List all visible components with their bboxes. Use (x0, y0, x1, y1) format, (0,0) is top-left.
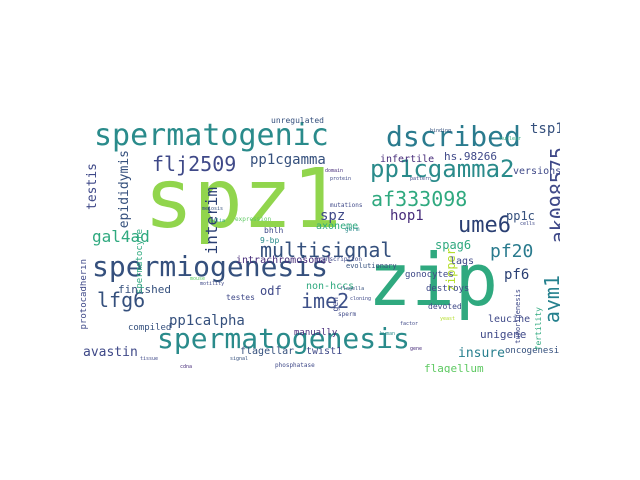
cloud-word: zip (368, 238, 499, 322)
cloud-word: spag6 (435, 238, 472, 252)
cloud-word: ak098575 (546, 147, 560, 244)
cloud-word: mouse (190, 276, 206, 282)
cloud-word: leucine (488, 314, 531, 325)
cloud-word: devoted (428, 302, 462, 311)
cloud-word: 9-bp (260, 236, 280, 245)
cloud-word: expression (235, 216, 272, 223)
cloud-word: flagellar (240, 346, 295, 357)
cloud-word: odf (260, 284, 282, 298)
cloud-word: pp1cgamma2 (370, 155, 515, 183)
cloud-word: multisignal (260, 238, 393, 262)
cloud-word: human (380, 331, 396, 337)
cloud-word: gal4ad (92, 227, 150, 246)
cloud-word: signal (230, 356, 249, 362)
cloud-word: sperm (338, 311, 357, 318)
cloud-word: cdna (180, 364, 193, 370)
cloud-word: pf20 (490, 241, 534, 262)
cloud-word: tsp1 (530, 121, 560, 137)
cloud-word: compiled (128, 323, 172, 333)
cloud-word: pp1c (506, 209, 535, 223)
cloud-word: meiosis (202, 206, 224, 212)
cloud-word: transcription (315, 256, 362, 263)
cloud-word: lfg6 (97, 288, 146, 312)
cloud-word: testes (226, 293, 255, 302)
cloud-word: gen (331, 297, 340, 312)
cloud-word: dscribed (386, 120, 521, 153)
cloud-word: insure (458, 346, 505, 361)
cloud-word: nuclear (500, 136, 522, 142)
cloud-word: testis (85, 163, 100, 210)
cloud-word: finished (118, 283, 171, 296)
cloud-word: pattern (410, 176, 432, 182)
cloud-word: hop1 (390, 208, 424, 224)
cloud-word: spz1 (144, 152, 342, 247)
cloud-word: lags (450, 256, 475, 267)
cloud-word: factor (400, 321, 419, 327)
cloud-word: fertility (534, 307, 543, 351)
cloud-word: infertile (380, 154, 435, 165)
cloud-word: intrachromosomal (236, 255, 333, 266)
cloud-word: tissue (140, 356, 159, 362)
word-cloud: spz1 zip spermatogenic dscribed spermiogenes… (80, 107, 560, 373)
cloud-word: protocadherin (80, 259, 89, 330)
cloud-word: evolutionary (346, 262, 397, 270)
cloud-word: spz (320, 208, 346, 224)
cloud-word: flagellum (424, 362, 484, 373)
cloud-word: hs.98266 (444, 150, 497, 163)
cloud-word: avastin (83, 345, 138, 360)
cloud-word: ume6 (458, 213, 511, 238)
cloud-word: manually (294, 328, 338, 338)
cloud-word: spermatogenic (94, 118, 329, 153)
cloud-word: af333098 (371, 187, 468, 211)
cloud-word: oncogenesis (505, 346, 560, 356)
cloud-word: ime2 (301, 289, 350, 313)
cloud-word: axoneme (316, 221, 359, 232)
cloud-word: non-hccs (306, 281, 355, 292)
cloud-word: bhlh (264, 226, 284, 235)
cloud-word: tumorigenesis (514, 289, 522, 344)
cloud-word: protein (330, 176, 352, 182)
cloud-word: binding (430, 128, 452, 134)
cloud-word: cilia (210, 218, 226, 224)
cloud-word: gonocytes (405, 270, 454, 280)
cloud-word: spermatocyte (135, 229, 145, 295)
cloud-word: domain (325, 168, 344, 174)
cloud-word: flagella (340, 286, 365, 292)
cloud-word: epididymis (117, 150, 132, 229)
cloud-word: destroys (426, 284, 470, 294)
cloud-word: twist1 (306, 346, 343, 357)
cloud-word: yeast (440, 316, 456, 322)
cloud-word: germ (345, 226, 360, 233)
cloud-word: motility (200, 281, 225, 287)
cloud-word: pp1cgamma (250, 152, 326, 168)
cloud-word: cloning (350, 296, 372, 302)
cloud-word: versions (513, 166, 560, 177)
cloud-word: pp1calpha (169, 313, 245, 329)
cloud-word: spermiogenesis (92, 250, 329, 283)
cloud-word: cells (520, 221, 536, 227)
cloud-word: gene (410, 346, 423, 352)
cloud-word: pf6 (504, 267, 530, 283)
cloud-word: flj2509 (152, 152, 237, 176)
cloud-word: spermatogenesis (157, 322, 410, 355)
cloud-word: mutations (330, 202, 363, 209)
cloud-word: unigene (480, 328, 527, 341)
cloud-word: unregulated (271, 116, 324, 125)
cloud-word: aym1 (540, 275, 560, 324)
cloud-word: phosphatase (275, 362, 315, 369)
